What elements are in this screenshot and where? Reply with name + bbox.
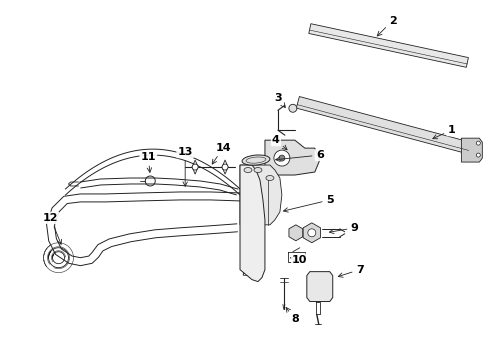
Circle shape <box>192 164 198 170</box>
Ellipse shape <box>244 167 251 172</box>
Polygon shape <box>240 165 281 225</box>
Polygon shape <box>306 272 332 302</box>
Text: 12: 12 <box>43 213 61 244</box>
Ellipse shape <box>253 167 262 172</box>
Polygon shape <box>264 140 319 175</box>
Polygon shape <box>296 96 470 154</box>
Text: 9: 9 <box>329 223 358 234</box>
Polygon shape <box>288 225 302 241</box>
Text: 5: 5 <box>283 195 333 212</box>
Text: 2: 2 <box>376 15 396 36</box>
Text: 4: 4 <box>271 135 286 150</box>
Polygon shape <box>461 138 481 162</box>
Text: 8: 8 <box>285 307 298 324</box>
Text: 13: 13 <box>177 147 192 186</box>
Ellipse shape <box>265 176 273 180</box>
Circle shape <box>273 150 289 166</box>
Polygon shape <box>240 165 264 282</box>
Circle shape <box>222 164 227 170</box>
Text: 11: 11 <box>140 152 156 172</box>
Ellipse shape <box>242 155 269 165</box>
Text: 3: 3 <box>274 93 285 108</box>
Text: 7: 7 <box>338 265 363 277</box>
Circle shape <box>278 155 285 161</box>
Text: 6: 6 <box>275 150 323 161</box>
Circle shape <box>475 153 479 157</box>
Text: 14: 14 <box>212 143 230 164</box>
Text: 1: 1 <box>432 125 454 139</box>
Polygon shape <box>303 223 320 243</box>
Circle shape <box>475 141 479 145</box>
Circle shape <box>288 104 296 112</box>
Text: 10: 10 <box>290 255 307 265</box>
Polygon shape <box>308 24 468 67</box>
Circle shape <box>307 229 315 237</box>
